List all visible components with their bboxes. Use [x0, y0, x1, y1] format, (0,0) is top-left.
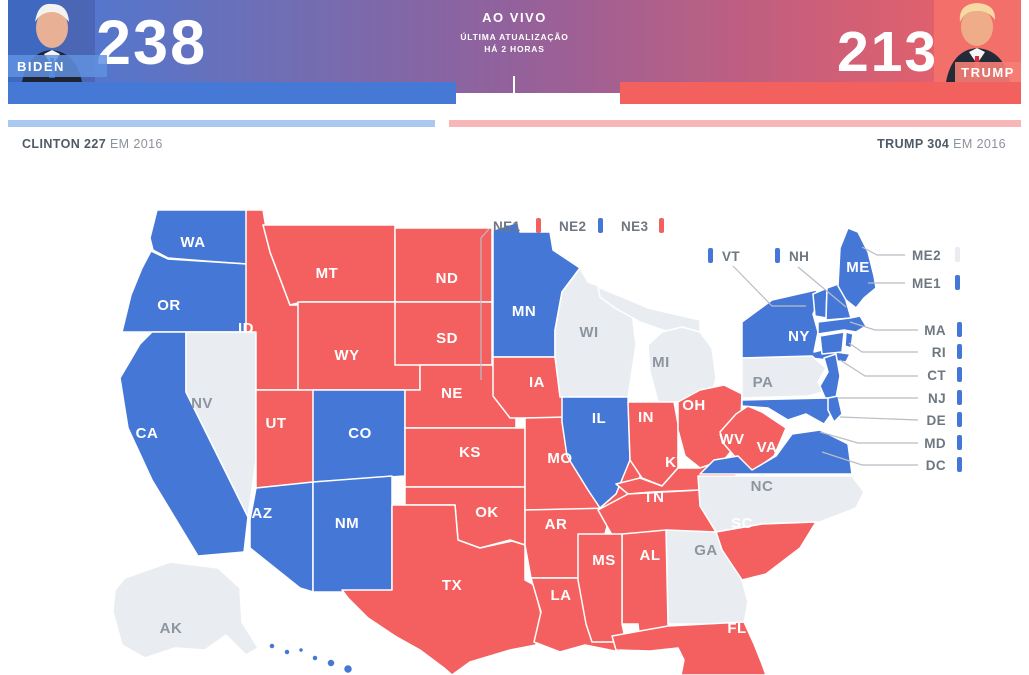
- leader-line-3: [797, 266, 847, 308]
- biden-progress-bar: [8, 82, 456, 104]
- clinton-2016-rest: EM 2016: [109, 137, 163, 151]
- state-FL[interactable]: [611, 621, 767, 675]
- state-VT[interactable]: [812, 287, 828, 319]
- callout-bar-DE: [957, 412, 962, 427]
- state-MA[interactable]: [817, 315, 867, 335]
- clinton-2016-bar: [8, 120, 435, 127]
- state-HI-island-3[interactable]: [297, 646, 305, 654]
- callout-label-NH: NH: [789, 249, 809, 264]
- leader-line-7: [848, 342, 918, 353]
- leader-line-4: [861, 246, 905, 256]
- live-label: AO VIVO: [482, 10, 547, 25]
- state-ME[interactable]: [837, 227, 877, 309]
- trump-2016-rest: EM 2016: [953, 137, 1006, 151]
- state-NV[interactable]: [185, 331, 257, 518]
- leader-line-12: [821, 451, 918, 466]
- callout-label-NE3: NE3: [621, 219, 649, 234]
- state-DE[interactable]: [827, 395, 843, 423]
- callout-label-NE1: NE1: [493, 219, 521, 234]
- state-AZ[interactable]: [249, 481, 314, 593]
- state-UT[interactable]: [255, 389, 316, 489]
- leader-line-8: [839, 359, 918, 377]
- trump-electoral-count: 213: [837, 20, 939, 84]
- state-NJ[interactable]: [819, 353, 841, 401]
- state-VA[interactable]: [699, 429, 853, 475]
- state-HI-island-5[interactable]: [326, 658, 336, 668]
- state-HI-island-2[interactable]: [283, 648, 291, 656]
- callout-bar-NJ: [957, 390, 962, 405]
- clinton-2016-label: CLINTON 227 EM 2016: [22, 137, 163, 151]
- state-CT[interactable]: [819, 331, 845, 355]
- callout-label-ME2: ME2: [912, 248, 941, 263]
- trump-2016-label: TRUMP 304 EM 2016: [877, 137, 1006, 151]
- leader-line-1: [480, 228, 490, 380]
- state-AK[interactable]: [112, 561, 259, 659]
- biden-electoral-count: 238: [96, 8, 208, 78]
- callout-bar-NE3: [659, 218, 664, 233]
- callout-bar-NE2: [598, 218, 603, 233]
- state-PA[interactable]: [741, 355, 827, 399]
- state-KS[interactable]: [404, 427, 526, 488]
- trump-progress-bar: [620, 82, 1021, 104]
- biden-name-label: BIDEN: [8, 55, 107, 77]
- state-HI-island-4[interactable]: [311, 654, 319, 662]
- state-TX[interactable]: [341, 504, 542, 675]
- live-status: AO VIVO ÚLTIMA ATUALIZAÇÃO HÁ 2 HORAS: [8, 10, 1021, 54]
- state-WA[interactable]: [149, 209, 248, 265]
- state-AL[interactable]: [621, 529, 673, 643]
- state-HI-island-6[interactable]: [342, 663, 354, 675]
- header-banner: BIDEN 238 AO VIVO ÚLTIMA ATUALIZAÇÃO HÁ …: [8, 0, 1021, 93]
- callout-label-MD: MD: [924, 436, 946, 451]
- state-SD[interactable]: [394, 301, 493, 366]
- trump-name-text: TRUMP: [961, 64, 1015, 80]
- trump-2016-bar: [449, 120, 1021, 127]
- biden-name-text: BIDEN: [17, 58, 65, 74]
- callout-label-NJ: NJ: [928, 391, 946, 406]
- state-NC[interactable]: [697, 475, 865, 533]
- callout-bar-ME2: [955, 247, 960, 262]
- callout-label-CT: CT: [927, 368, 946, 383]
- callout-label-MA: MA: [924, 323, 946, 338]
- callout-label-ME1: ME1: [912, 276, 941, 291]
- majority-270-marker: [513, 76, 515, 93]
- callout-bar-NH: [775, 248, 780, 263]
- callout-label-NE2: NE2: [559, 219, 586, 234]
- state-GA[interactable]: [665, 529, 749, 625]
- callout-bar-VT: [708, 248, 713, 263]
- state-OR[interactable]: [121, 250, 248, 333]
- callout-bar-ME1: [955, 275, 960, 290]
- clinton-2016-strong: CLINTON 227: [22, 137, 107, 151]
- leader-line-2: [732, 265, 806, 307]
- callout-bar-NE1: [536, 218, 541, 233]
- last-update-line2: HÁ 2 HORAS: [484, 44, 545, 54]
- state-HI-island-1[interactable]: [268, 642, 276, 650]
- state-MI[interactable]: [647, 326, 717, 403]
- last-update-line1: ÚLTIMA ATUALIZAÇÃO: [460, 32, 569, 42]
- trump-2016-strong: TRUMP 304: [877, 137, 950, 151]
- callout-bar-DC: [957, 457, 962, 472]
- leader-line-11: [819, 431, 918, 444]
- callout-bar-CT: [957, 367, 962, 382]
- leader-line-10: [839, 416, 919, 421]
- leader-line-6: [849, 321, 918, 331]
- callout-bar-RI: [957, 344, 962, 359]
- callout-label-DC: DC: [926, 458, 946, 473]
- state-MS[interactable]: [577, 533, 627, 643]
- state-CO[interactable]: [312, 389, 406, 483]
- callout-label-RI: RI: [932, 345, 946, 360]
- callout-label-VT: VT: [722, 249, 740, 264]
- callout-bar-MA: [957, 322, 962, 337]
- state-ND[interactable]: [394, 227, 493, 303]
- callout-label-DE: DE: [926, 413, 946, 428]
- state-WI[interactable]: [554, 267, 637, 398]
- state-NM[interactable]: [312, 475, 393, 593]
- trump-name-label: TRUMP: [955, 62, 1021, 82]
- callout-bar-MD: [957, 435, 962, 450]
